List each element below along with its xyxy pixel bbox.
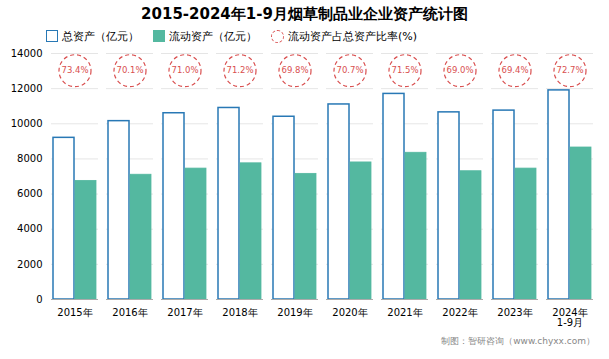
svg-text:0: 0 bbox=[36, 294, 42, 305]
svg-text:73.4%: 73.4% bbox=[61, 65, 88, 75]
svg-text:71.2%: 71.2% bbox=[226, 65, 253, 75]
html-text:总资产（亿元）: 总资产（亿元） bbox=[62, 29, 139, 43]
html-text:流动资产（亿元）: 流动资产（亿元） bbox=[169, 29, 257, 43]
svg-text:2023年: 2023年 bbox=[497, 307, 532, 318]
svg-text:2022年: 2022年 bbox=[442, 307, 477, 318]
svg-text:2024年1-9月: 2024年1-9月 bbox=[552, 307, 587, 328]
svg-text:10000: 10000 bbox=[11, 118, 43, 129]
svg-text:2021年: 2021年 bbox=[387, 307, 422, 318]
svg-text:2019年: 2019年 bbox=[277, 307, 312, 318]
svg-text:2000: 2000 bbox=[17, 259, 42, 270]
svg-text:71.5%: 71.5% bbox=[391, 65, 418, 75]
html-text:流动资产占总资产比率(%): 流动资产占总资产比率(%) bbox=[288, 29, 417, 43]
svg-text:70.7%: 70.7% bbox=[336, 65, 363, 75]
svg-text:2018年: 2018年 bbox=[222, 307, 257, 318]
html-text:制图：智研咨询（www.chyxx.com）: 制图：智研咨询（www.chyxx.com） bbox=[441, 336, 595, 346]
svg-text:2016年: 2016年 bbox=[112, 307, 147, 318]
svg-text:72.7%: 72.7% bbox=[556, 65, 583, 75]
svg-text:2015年: 2015年 bbox=[57, 307, 92, 318]
svg-text:4000: 4000 bbox=[17, 223, 42, 234]
svg-text:69.0%: 69.0% bbox=[446, 65, 473, 75]
svg-text:8000: 8000 bbox=[17, 153, 42, 164]
svg-text:12000: 12000 bbox=[11, 83, 43, 94]
svg-text:14000: 14000 bbox=[11, 48, 43, 59]
svg-text:2017年: 2017年 bbox=[167, 307, 202, 318]
svg-text:71.0%: 71.0% bbox=[171, 65, 198, 75]
svg-text:6000: 6000 bbox=[17, 188, 42, 199]
svg-text:2020年: 2020年 bbox=[332, 307, 367, 318]
svg-text:69.8%: 69.8% bbox=[281, 65, 308, 75]
svg-text:69.4%: 69.4% bbox=[501, 65, 528, 75]
svg-text:70.1%: 70.1% bbox=[116, 65, 143, 75]
html-text:2015-2024年1-9月烟草制品业企业资产统计图: 2015-2024年1-9月烟草制品业企业资产统计图 bbox=[141, 5, 468, 23]
